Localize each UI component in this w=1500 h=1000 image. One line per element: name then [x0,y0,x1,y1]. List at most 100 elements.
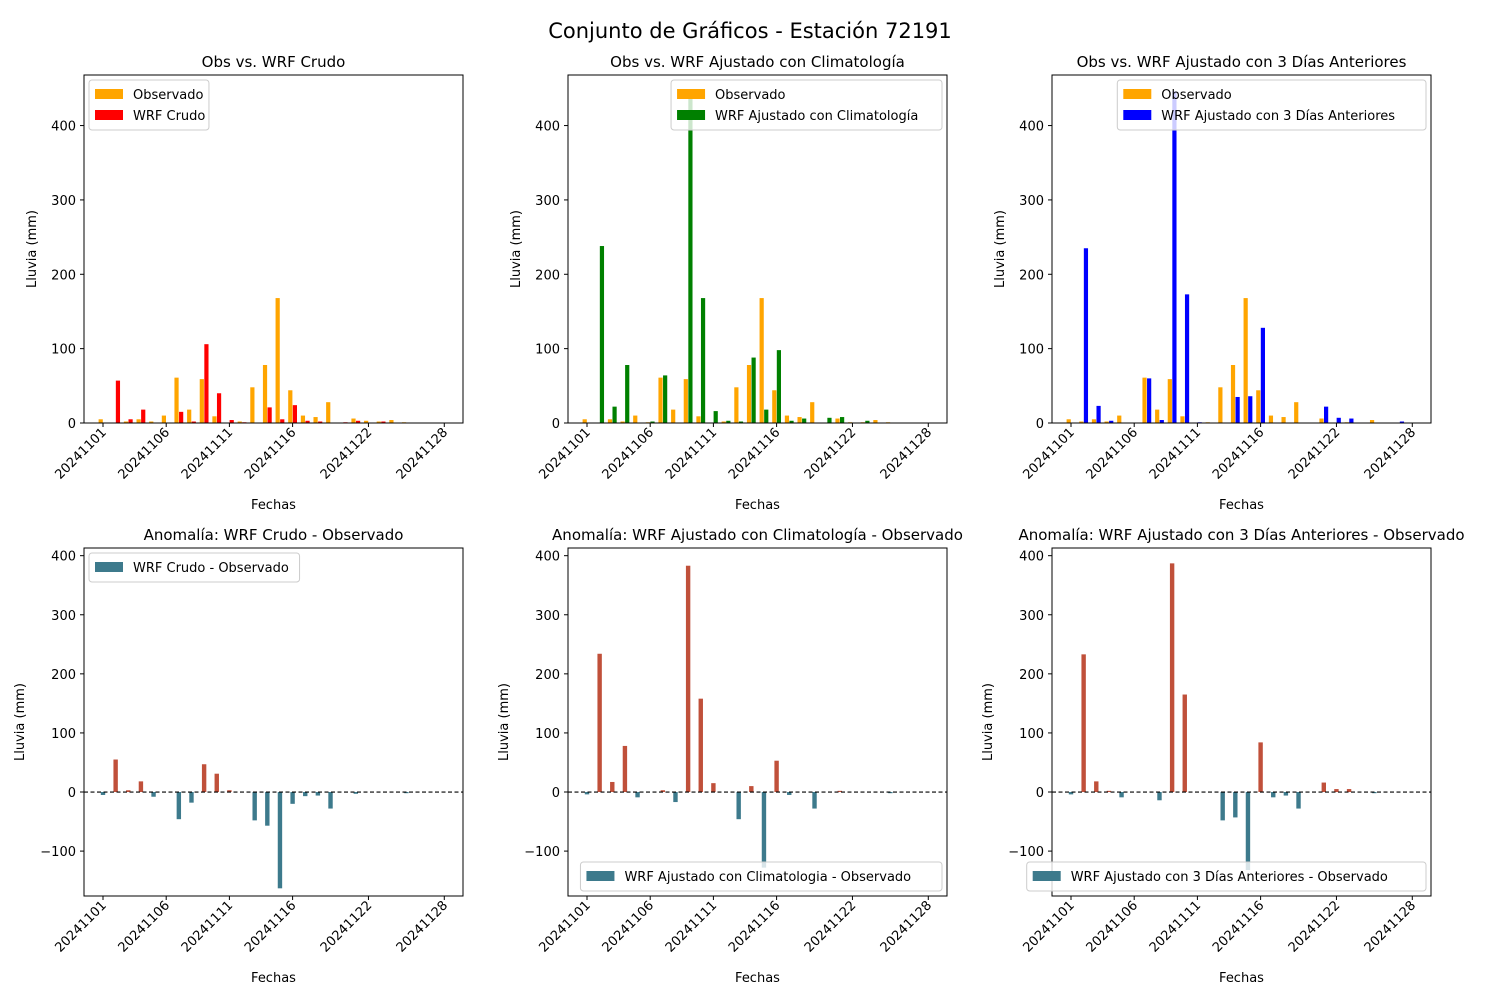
bar [1248,396,1253,423]
bar [685,565,691,793]
y-tick-label: 0 [1036,786,1044,801]
bar [683,379,688,423]
legend: WRF Crudo - Observado [88,552,301,583]
bar [1245,792,1251,871]
x-tick-label: 20241116 [726,425,783,482]
legend-label: WRF Crudo [133,109,205,124]
x-axis-label: Fechas [251,498,296,513]
x-tick-label: 20241116 [1210,425,1267,482]
bar [711,783,716,793]
x-tick-label: 20241116 [726,898,783,955]
bar [772,390,777,423]
legend-label: WRF Ajustado con Climatologia - Observad… [624,870,911,885]
bar [1218,387,1223,423]
x-tick-label: 20241111 [179,425,236,482]
x-tick-label: 20241101 [536,898,593,955]
bar [1142,377,1147,423]
bar [736,792,741,820]
x-tick-label: 20241116 [242,898,299,955]
bar [1096,405,1101,423]
x-tick-label: 20241106 [116,898,173,955]
x-axis-label: Fechas [1219,498,1264,513]
bar [376,421,381,423]
bar [280,419,285,423]
bar [1079,421,1084,423]
bar [252,792,257,821]
bar [315,792,321,796]
bar [789,420,794,423]
bar [1068,792,1074,795]
bar [787,792,792,795]
bar [1268,415,1274,423]
bar [713,411,718,423]
bar [214,773,219,793]
bar [212,416,217,423]
x-tick-label: 20241122 [318,898,375,955]
bar [100,792,106,795]
bar [275,298,280,423]
bar [1066,419,1071,423]
x-tick-label: 20241128 [394,898,451,955]
x-tick-label: 20241101 [52,425,109,482]
bar [267,407,272,423]
y-tick-label: 100 [1019,343,1044,358]
bar [250,387,255,423]
bar [873,420,878,423]
bar [1283,792,1289,796]
bar [179,411,184,423]
bar [353,792,358,794]
x-axis-label: Fechas [735,971,780,986]
y-tick-label: 400 [535,550,560,565]
chart-title: Obs vs. WRF Crudo [202,53,346,71]
y-tick-label: −100 [524,845,560,860]
bar [1172,91,1177,423]
chart-5: Anomalía: WRF Ajustado con Climatología … [497,526,963,986]
bar [827,417,832,423]
legend-label: Observado [715,88,786,103]
x-tick-label: 20241106 [1084,898,1141,955]
bar [292,405,297,423]
bar [812,792,817,809]
legend-box [670,79,943,131]
bar [726,420,731,423]
x-tick-label: 20241106 [1084,425,1141,482]
plot-frame [567,547,948,897]
bar [313,417,318,423]
y-axis-label: Lluvia (mm) [25,210,40,288]
x-tick-label: 20241128 [878,898,935,955]
bar [1258,742,1263,793]
x-tick-label: 20241106 [600,898,657,955]
bar [1155,409,1160,423]
x-tick-label: 20241106 [116,425,173,482]
x-axis-label: Fechas [735,498,780,513]
bar [381,421,386,423]
legend-swatch [586,871,615,881]
bar [141,409,146,423]
bar [328,792,333,809]
legend-label: WRF Ajustado con 3 Días Anteriores - Obs… [1071,870,1388,885]
x-tick-label: 20241101 [1020,898,1077,955]
x-tick-label: 20241128 [878,425,935,482]
x-tick-label: 20241116 [1210,898,1267,955]
legend-box [579,861,943,892]
bar [607,419,613,423]
bar [389,420,394,423]
bar [1336,417,1341,423]
y-tick-label: −100 [1008,845,1044,860]
bar [128,419,133,423]
bar [123,421,129,423]
y-tick-label: 400 [1019,120,1044,135]
x-axis-label: Fechas [1219,971,1264,986]
bar [1346,789,1352,793]
legend-label: WRF Ajustado con 3 Días Anteriores [1161,109,1395,124]
bar [364,420,369,423]
x-tick-label: 20241111 [1147,898,1204,955]
bar [1184,294,1190,423]
legend-box [1026,861,1427,892]
x-tick-label: 20241122 [1286,898,1343,955]
bar [113,759,118,793]
y-tick-label: 100 [535,727,560,742]
bar [700,298,706,423]
y-tick-label: 0 [552,786,560,801]
